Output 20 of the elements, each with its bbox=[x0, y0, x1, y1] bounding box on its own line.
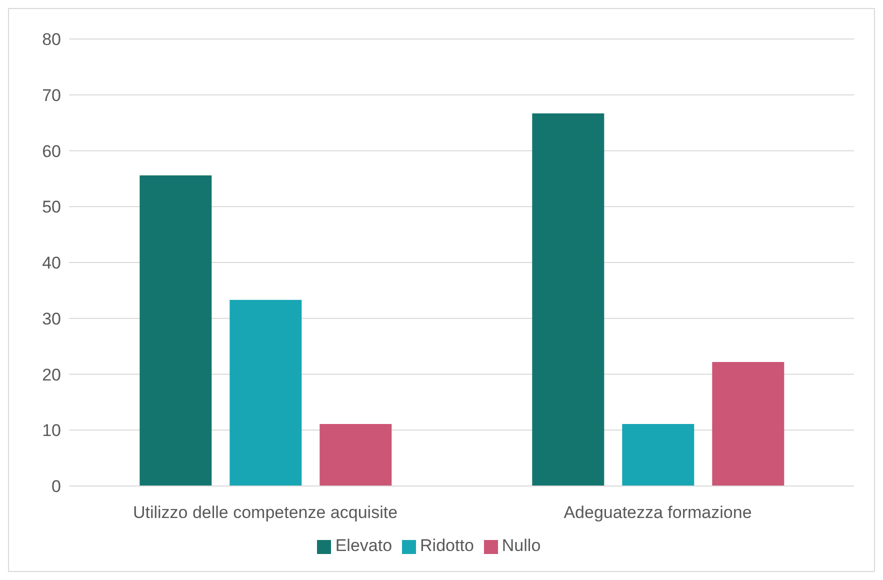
y-tick-label: 70 bbox=[42, 86, 61, 105]
y-tick-label: 0 bbox=[52, 477, 61, 496]
bar bbox=[320, 424, 392, 486]
y-tick-label: 50 bbox=[42, 198, 61, 217]
x-tick-label: Adeguatezza formazione bbox=[564, 503, 752, 522]
y-tick-label: 80 bbox=[42, 30, 61, 50]
y-tick-label: 10 bbox=[42, 421, 61, 440]
bar bbox=[140, 175, 212, 486]
bar bbox=[532, 113, 604, 486]
bar bbox=[712, 362, 784, 486]
y-tick-label: 20 bbox=[42, 365, 61, 384]
x-tick-label: Utilizzo delle competenze acquisite bbox=[132, 503, 398, 522]
legend-label: Nullo bbox=[502, 536, 541, 555]
legend-label: Elevato bbox=[335, 536, 392, 555]
y-tick-label: 60 bbox=[42, 142, 61, 161]
bar bbox=[230, 300, 302, 486]
y-tick-label: 30 bbox=[42, 309, 61, 328]
y-tick-label: 40 bbox=[42, 254, 61, 273]
legend-label: Ridotto bbox=[420, 536, 474, 555]
bar bbox=[622, 424, 694, 486]
